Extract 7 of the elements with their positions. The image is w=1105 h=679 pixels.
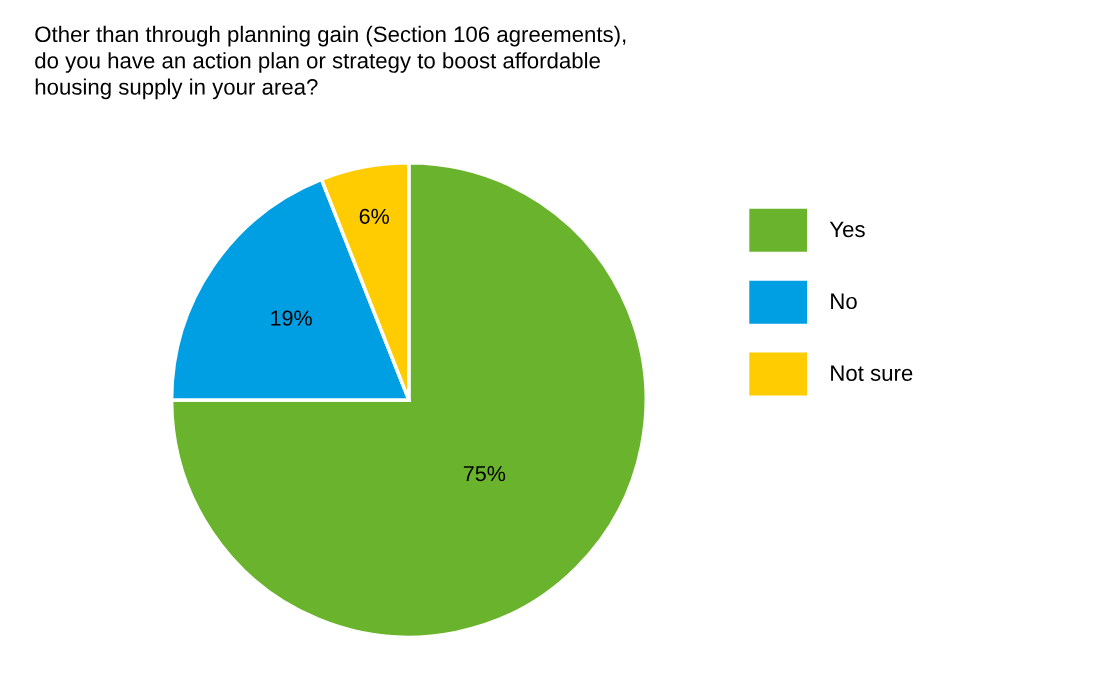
data-label: 19%	[271, 310, 312, 326]
legend-label: Not sure	[831, 365, 913, 381]
data-label: 75%	[463, 466, 506, 482]
data-label: 6%	[359, 208, 389, 224]
legend-label: No	[831, 293, 857, 310]
chart-title: Other than through planning gain (Section 106 agreements), do you have an action plan or strategy to boost affordable housing supply in your area?	[35, 25, 626, 100]
legend-label: Yes	[829, 221, 865, 238]
